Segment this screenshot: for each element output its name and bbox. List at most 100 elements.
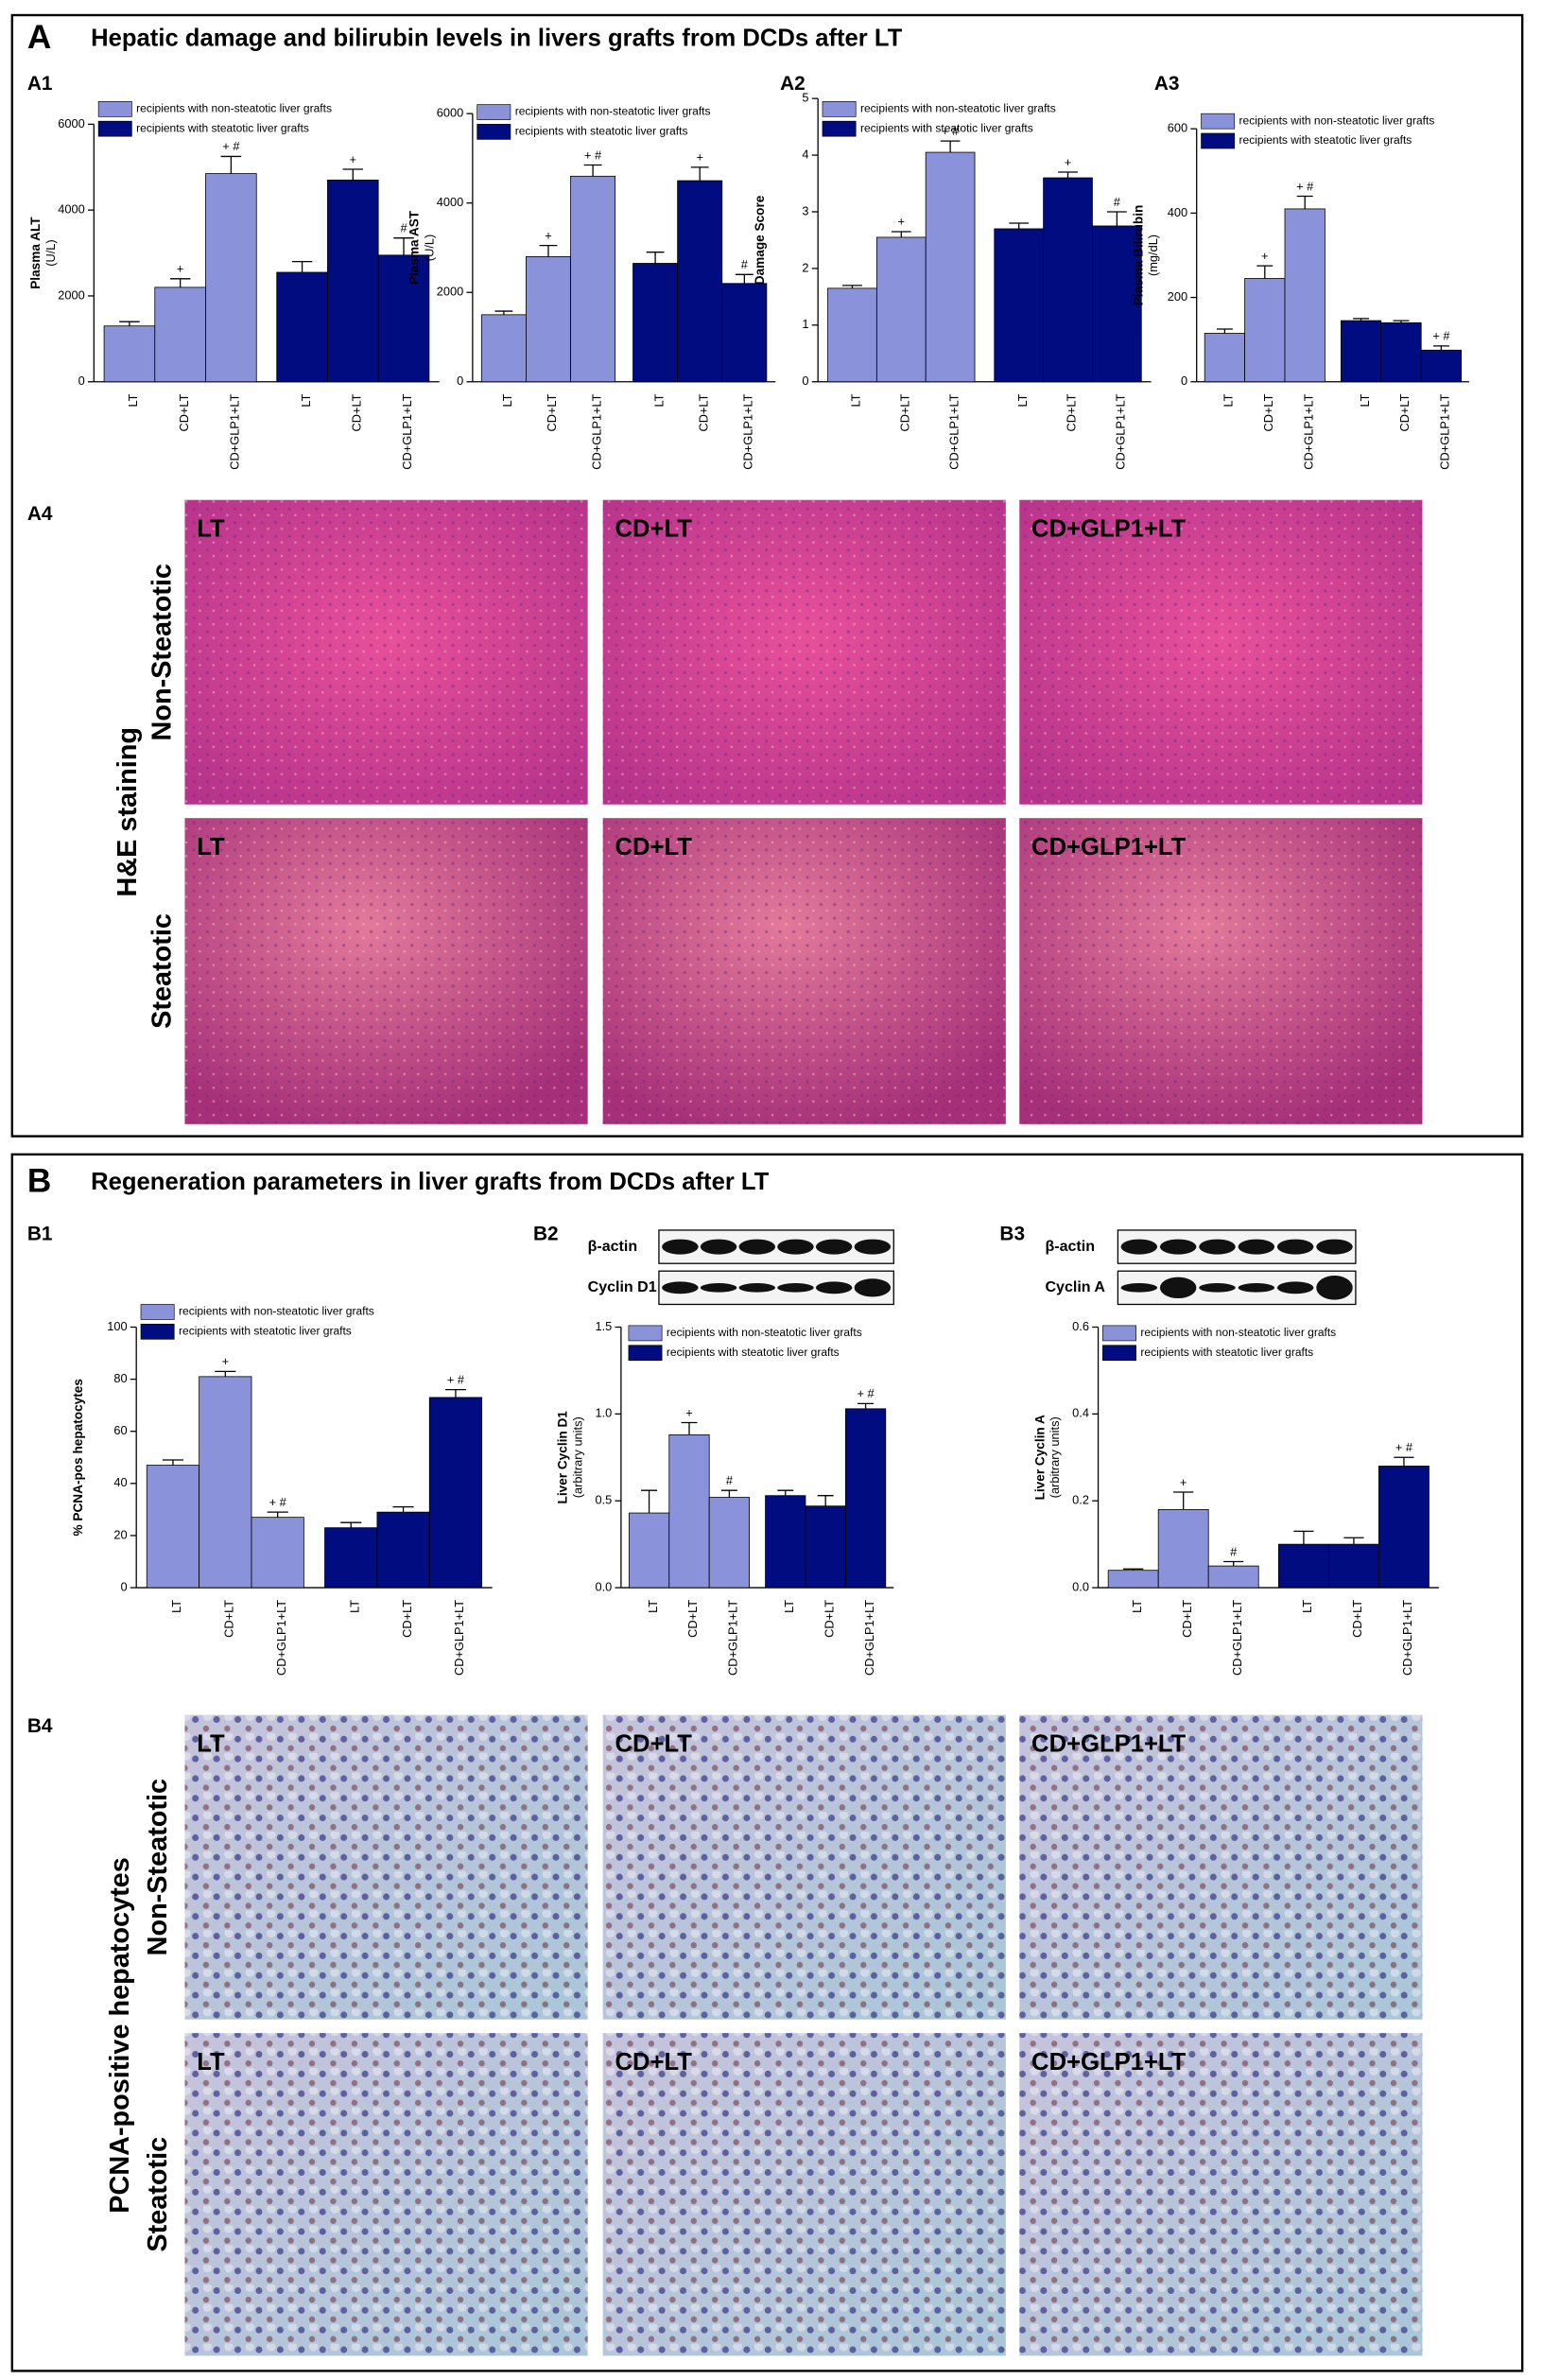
legend-swatch (140, 1304, 175, 1320)
sub-label: A1 (27, 73, 53, 95)
x-tick-label: CD+GLP1+LT (1400, 1600, 1414, 1676)
error-bar (720, 1489, 737, 1498)
error-bar (220, 155, 242, 174)
significance-label: # (1230, 1544, 1238, 1558)
bar (875, 236, 927, 383)
y-tick-label: 6000 (58, 116, 84, 130)
error-bar (1296, 195, 1313, 209)
micrograph-texture (184, 2033, 588, 2356)
y-tick-label: 0.0 (595, 1579, 612, 1593)
significance-label: + (350, 152, 356, 166)
blot-band (700, 1239, 737, 1255)
blot-band (815, 1239, 853, 1255)
bar (1204, 333, 1246, 383)
significance-label: + # (1432, 329, 1450, 343)
error-bar (1256, 265, 1273, 279)
row-label: Non-Steatotic (143, 1779, 173, 1955)
bar (1207, 1565, 1259, 1589)
blot-band (854, 1239, 892, 1255)
legend-label: recipients with steatotic liver grafts (667, 1346, 840, 1359)
bar (199, 1376, 252, 1589)
y-tick-label: 100 (107, 1319, 127, 1333)
error-bar (162, 1459, 184, 1466)
error-bar (392, 1505, 414, 1513)
significance-label: + # (584, 148, 602, 162)
significance-label: + (545, 228, 551, 242)
error-bar (583, 164, 602, 177)
x-tick-label: CD+GLP1+LT (1114, 393, 1128, 469)
x-tick-label: LT (126, 393, 140, 407)
bar (324, 1527, 378, 1589)
blot-label: β-actin (588, 1238, 638, 1255)
blot-band (1238, 1239, 1275, 1255)
significance-label: + # (447, 1372, 465, 1386)
x-tick-label: CD+GLP1+LT (741, 393, 755, 469)
x-tick-label: LT (347, 1600, 361, 1613)
significance-label: # (741, 257, 749, 271)
error-bar (1009, 222, 1030, 229)
bar (276, 271, 328, 383)
bar (844, 1408, 887, 1589)
y-axis-unit: (U/L) (422, 235, 436, 261)
x-tick-label: LT (646, 1600, 660, 1613)
legend-label: recipients with steatotic liver grafts (136, 121, 309, 134)
row-label: Non-Steatotic (147, 564, 178, 740)
bar (765, 1495, 806, 1589)
x-tick-label: CD+GLP1+LT (1438, 393, 1452, 469)
x-tick-label: LT (782, 1600, 796, 1613)
error-bar (777, 1489, 794, 1496)
bar (1380, 321, 1422, 383)
blot-band (1199, 1239, 1236, 1255)
blot-band (1238, 1283, 1275, 1293)
blot-band (777, 1283, 814, 1293)
panel-b-frame (10, 1153, 1524, 2372)
row-label: Steatotic (147, 913, 178, 1029)
significance-label: + (1180, 1475, 1187, 1489)
significance-label: + (898, 215, 905, 229)
error-bar (291, 261, 313, 272)
legend-label: recipients with non-steatotic liver graf… (1140, 1326, 1336, 1339)
error-bar (1216, 328, 1233, 334)
significance-label: + (177, 262, 183, 276)
blot-band (1120, 1283, 1158, 1293)
y-tick-label: 600 (1168, 121, 1187, 135)
legend-swatch (97, 101, 132, 117)
y-tick-label: 1 (802, 317, 808, 331)
x-tick-label: CD+LT (545, 393, 559, 431)
micrograph-label: CD+GLP1+LT (1031, 516, 1187, 543)
y-tick-label: 0.2 (1072, 1493, 1089, 1507)
bar (708, 1497, 750, 1589)
y-axis-label: Plasma AST (407, 210, 422, 285)
bar (1107, 1570, 1159, 1589)
legend-label: recipients with steatotic liver grafts (860, 121, 1033, 134)
x-tick-label: CD+LT (1065, 393, 1079, 431)
legend-label: recipients with steatotic liver grafts (179, 1324, 352, 1337)
x-tick-label: CD+LT (400, 1600, 414, 1638)
blot (1117, 1270, 1357, 1306)
micrograph-texture (184, 499, 588, 805)
panel-title: Hepatic damage and bilirubin levels in l… (91, 25, 903, 51)
micrograph-label: CD+LT (615, 1730, 692, 1757)
blot-band (1199, 1283, 1236, 1293)
significance-label: + (685, 1405, 692, 1419)
y-axis-label: % PCNA-pos hepatocytes (71, 1379, 85, 1537)
legend-label: recipients with non-steatotic liver graf… (515, 105, 711, 118)
error-bar (267, 1511, 288, 1518)
error-bar (342, 168, 364, 181)
micrograph-label: LT (197, 2049, 225, 2076)
y-tick-label: 1.5 (595, 1319, 612, 1333)
significance-label: + # (269, 1495, 287, 1509)
bar (154, 287, 206, 383)
bar (526, 256, 571, 383)
x-tick-label: LT (1130, 1600, 1144, 1613)
micrograph-texture (184, 1714, 588, 2020)
error-bar (1106, 211, 1127, 226)
error-bar (646, 252, 665, 264)
panel-letter: B (27, 1163, 51, 1200)
x-tick-label: CD+LT (1397, 393, 1412, 431)
legend-swatch (1201, 132, 1236, 149)
y-tick-label: 4 (802, 147, 808, 161)
legend-swatch (1102, 1325, 1136, 1342)
error-bar (340, 1521, 362, 1528)
